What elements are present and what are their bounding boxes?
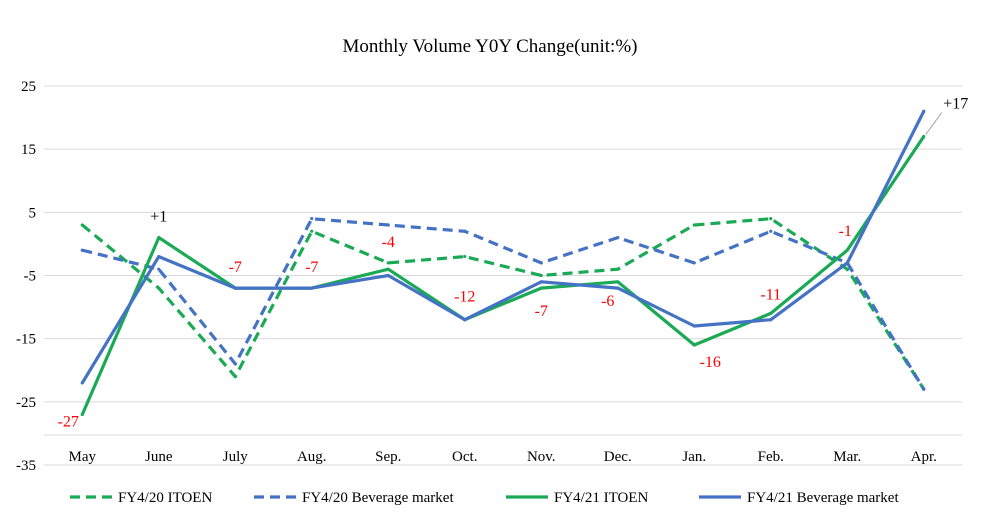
x-tick-label: May — [69, 449, 97, 465]
chart-title: Monthly Volume Y0Y Change(unit:%) — [342, 36, 637, 57]
data-labels: -27 +1 -7 -7 -4 -12 -7 -6 -16 -11 -1 +17 — [58, 96, 969, 431]
data-point — [845, 248, 849, 252]
y-tick-label: 25 — [21, 79, 36, 95]
grid-lines — [44, 85, 962, 466]
data-label: -7 — [229, 259, 242, 276]
annotation-leader-line — [925, 112, 943, 135]
x-tick-label: Sep. — [375, 449, 401, 465]
data-point — [463, 229, 467, 233]
data-point — [539, 273, 543, 278]
data-point — [157, 254, 161, 259]
data-label: -4 — [382, 234, 395, 251]
data-point — [616, 236, 620, 240]
data-point — [386, 267, 390, 271]
data-point — [233, 374, 237, 379]
data-point — [692, 223, 696, 227]
x-tick-label: Oct. — [452, 449, 477, 465]
series-line-fy4-21-beverage-market — [80, 110, 926, 384]
data-point — [80, 223, 84, 227]
x-tick-label: July — [223, 449, 249, 465]
data-point — [539, 261, 543, 265]
data-point — [233, 286, 237, 290]
y-axis-tick-labels: 25 15 5 -5 -15 -25 -35 — [16, 79, 36, 474]
data-label: -7 — [535, 303, 548, 320]
y-tick-label: -5 — [24, 269, 37, 285]
data-point — [616, 267, 620, 271]
x-tick-label: Mar. — [833, 449, 861, 465]
data-label: -12 — [454, 289, 475, 306]
data-point — [157, 286, 161, 290]
legend-label: FY4/21 ITOEN — [554, 490, 648, 506]
x-tick-label: Feb. — [758, 449, 784, 465]
data-point — [539, 286, 543, 290]
data-point — [692, 324, 696, 328]
data-point — [769, 311, 773, 315]
data-point — [692, 343, 696, 347]
y-tick-label: -25 — [16, 395, 36, 411]
data-point — [157, 267, 161, 271]
data-point — [769, 229, 773, 233]
data-point — [539, 280, 543, 284]
x-tick-label: Apr. — [911, 449, 937, 465]
series-lines — [80, 109, 926, 417]
legend-label: FY4/20 Beverage market — [302, 490, 454, 506]
data-point — [386, 273, 390, 278]
data-label: -6 — [601, 293, 614, 310]
x-tick-label: June — [145, 449, 173, 465]
data-point — [463, 318, 467, 322]
data-label: -1 — [839, 223, 852, 240]
x-tick-label: Nov. — [527, 449, 556, 465]
data-point — [80, 248, 84, 252]
legend: FY4/20 ITOEN FY4/20 Beverage market FY4/21… — [70, 490, 899, 506]
data-point — [310, 229, 314, 233]
data-point — [922, 387, 926, 391]
data-label: +1 — [150, 209, 167, 226]
data-point — [80, 412, 84, 417]
legend-label: FY4/21 Beverage market — [747, 490, 899, 506]
series-line-fy4-20-beverage-market — [81, 217, 926, 391]
data-point — [310, 217, 314, 221]
series-line-fy4-20-itoen — [81, 217, 926, 391]
y-tick-label: 5 — [29, 205, 37, 221]
data-point — [310, 286, 314, 290]
data-label: +17 — [943, 96, 968, 113]
y-tick-label: -15 — [16, 332, 36, 348]
y-tick-label: 15 — [21, 142, 36, 158]
data-point — [692, 261, 696, 265]
data-label: -7 — [305, 259, 318, 276]
data-label: -27 — [58, 413, 79, 430]
data-point — [463, 254, 467, 259]
x-tick-label: Aug. — [297, 449, 327, 465]
y-tick-label: -35 — [16, 458, 36, 474]
data-point — [80, 381, 84, 385]
data-point — [233, 362, 237, 366]
data-point — [157, 236, 161, 240]
data-point — [769, 318, 773, 322]
legend-label: FY4/20 ITOEN — [118, 490, 212, 506]
data-point — [616, 280, 620, 284]
data-point — [386, 261, 390, 265]
data-point — [616, 286, 620, 290]
data-point — [922, 134, 926, 139]
data-point — [386, 223, 390, 227]
data-point — [922, 109, 926, 113]
x-tick-label: Dec. — [604, 449, 632, 465]
data-point — [845, 261, 849, 265]
data-point — [845, 267, 849, 271]
x-tick-label: Jan. — [682, 449, 706, 465]
data-point — [769, 217, 773, 221]
data-label: -16 — [700, 354, 721, 371]
series-line-fy4-21-itoen — [80, 135, 926, 416]
x-axis-tick-labels: May June July Aug. Sep. Oct. Nov. Dec. Jan. Feb. M… — [69, 449, 937, 465]
data-label: -11 — [760, 286, 781, 303]
